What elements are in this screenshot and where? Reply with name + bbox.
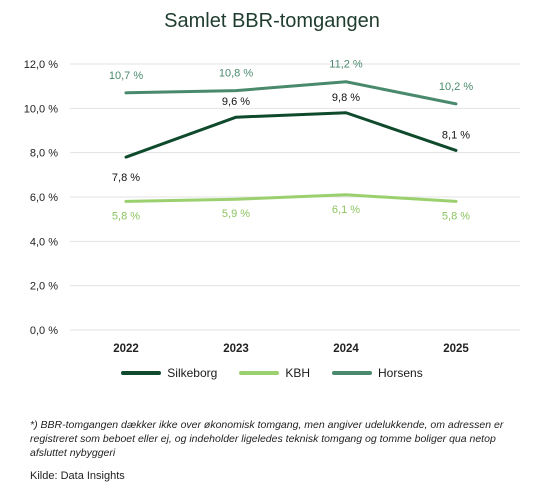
series-line-kbh bbox=[124, 193, 458, 203]
legend-item-horsens: Horsens bbox=[332, 366, 423, 380]
data-label: 5,8 % bbox=[442, 210, 470, 222]
data-label: 10,2 % bbox=[439, 81, 473, 93]
data-label: 9,6 % bbox=[222, 96, 250, 108]
y-tick-label: 0,0 % bbox=[30, 325, 58, 337]
x-tick-label: 2024 bbox=[333, 343, 359, 355]
x-tick-label: 2025 bbox=[443, 343, 469, 355]
legend-swatch-silkeborg bbox=[121, 371, 162, 375]
data-label: 7,8 % bbox=[112, 172, 140, 184]
data-label: 10,8 % bbox=[219, 68, 253, 80]
data-label: 11,2 % bbox=[329, 59, 363, 71]
y-tick-label: 6,0 % bbox=[30, 192, 58, 204]
legend-label-silkeborg: Silkeborg bbox=[167, 366, 218, 380]
y-tick-label: 4,0 % bbox=[30, 236, 58, 248]
y-tick-label: 10,0 % bbox=[24, 103, 58, 115]
series-line-horsens bbox=[124, 80, 458, 106]
x-tick-label: 2023 bbox=[223, 343, 249, 355]
y-tick-label: 12,0 % bbox=[24, 59, 58, 71]
data-label: 5,9 % bbox=[222, 208, 250, 220]
data-label: 9,8 % bbox=[332, 92, 360, 104]
legend-label-kbh: KBH bbox=[285, 366, 311, 380]
data-label: 5,8 % bbox=[112, 210, 140, 222]
legend-swatch-horsens bbox=[332, 371, 373, 375]
series-line-silkeborg bbox=[124, 111, 458, 159]
data-label: 8,1 % bbox=[442, 129, 470, 141]
legend-swatch-kbh bbox=[239, 371, 280, 375]
legend-item-silkeborg: Silkeborg bbox=[121, 366, 217, 380]
legend-label-horsens: Horsens bbox=[378, 366, 423, 380]
source-note: Kilde: Data Insights bbox=[30, 470, 125, 482]
x-tick-label: 2022 bbox=[113, 343, 139, 355]
line-chart: 0,0 % 2,0 % 4,0 % 6,0 % 8,0 % 10,0 % 12,0 % 202… bbox=[24, 59, 520, 355]
chart-legend: Silkeborg KBH Horsens bbox=[0, 366, 544, 380]
y-tick-label: 8,0 % bbox=[30, 148, 58, 160]
chart-title: Samlet BBR-tomgangen bbox=[164, 10, 380, 32]
data-label: 10,7 % bbox=[109, 70, 143, 82]
y-tick-label: 2,0 % bbox=[30, 281, 58, 293]
legend-item-kbh: KBH bbox=[239, 366, 310, 380]
data-label: 6,1 % bbox=[332, 204, 360, 216]
footnote: *) BBR-tomgangen dækker ikke over økonom… bbox=[30, 419, 504, 460]
